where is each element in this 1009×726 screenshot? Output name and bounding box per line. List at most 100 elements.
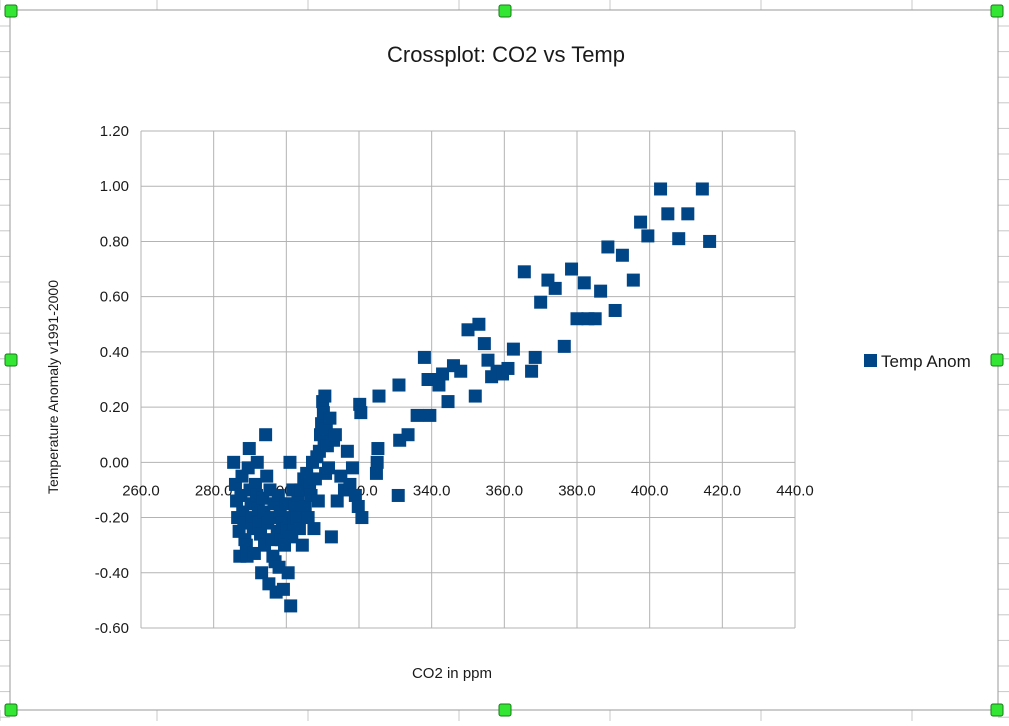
x-tick-label: 380.0 [558,482,596,499]
data-point [525,364,539,378]
data-point [318,389,332,403]
data-point [348,488,362,502]
data-point [548,281,562,295]
data-point [454,364,468,378]
data-point [369,466,383,480]
x-tick-label: 280.0 [195,482,233,499]
data-point [370,455,384,469]
y-tick-label: 1.20 [100,123,129,140]
data-point [292,522,306,536]
data-point [351,500,365,514]
data-point [468,389,482,403]
data-point [601,240,615,254]
data-point [301,511,315,525]
data-point [321,461,335,475]
data-point [391,488,405,502]
y-tick-label: -0.60 [95,620,129,637]
data-point [283,455,297,469]
data-point [641,229,655,243]
y-tick-label: -0.40 [95,565,129,582]
resize-handle[interactable] [990,353,1004,367]
data-point [227,455,241,469]
data-point [565,262,579,276]
resize-handle[interactable] [990,4,1004,18]
selection-handles[interactable] [4,4,1004,717]
chart-title: Crossplot: CO2 vs Temp [387,42,625,67]
data-point [557,339,571,353]
data-point [570,312,584,326]
data-point [250,455,264,469]
data-point [295,538,309,552]
data-point [247,546,261,560]
data-point [372,389,386,403]
data-point [323,411,337,425]
data-point [328,428,342,442]
data-point [371,442,385,456]
data-point [311,494,325,508]
data-point [417,350,431,364]
data-point [260,469,274,483]
data-point [577,276,591,290]
data-point [340,444,354,458]
y-tick-label: 0.20 [100,399,129,416]
resize-handle[interactable] [4,703,18,717]
x-tick-label: 400.0 [631,482,669,499]
x-tick-label: 260.0 [122,482,160,499]
resize-handle[interactable] [4,4,18,18]
resize-handle[interactable] [990,703,1004,717]
data-point [248,477,262,491]
data-point [324,530,338,544]
data-point [410,408,424,422]
data-point [594,284,608,298]
data-point [441,395,455,409]
series-temp-anom [227,182,717,613]
y-axis-label: Temperature Anomaly v1991-2000 [45,280,61,494]
data-point [355,511,369,525]
x-tick-label: 360.0 [486,482,524,499]
data-point [392,378,406,392]
data-point [288,500,302,514]
y-tick-label: 0.40 [100,344,129,361]
data-point [517,265,531,279]
data-point [281,566,295,580]
data-point [345,461,359,475]
y-tick-label: -0.20 [95,510,129,527]
data-point [276,582,290,596]
data-point [242,442,256,456]
x-axis-label: CO2 in ppm [412,665,492,682]
y-tick-label: 1.00 [100,178,129,195]
data-point [703,234,717,248]
legend-marker [864,354,877,367]
data-point [259,428,273,442]
data-point [330,494,344,508]
data-point [672,232,686,246]
data-point [481,353,495,367]
data-point [506,342,520,356]
x-tick-label: 420.0 [704,482,742,499]
resize-handle[interactable] [498,703,512,717]
data-point [307,522,321,536]
legend: Temp Anom [864,352,971,371]
data-point [626,273,640,287]
data-point [254,527,268,541]
data-point [343,477,357,491]
data-point [290,511,304,525]
data-point [661,207,675,221]
data-point [477,337,491,351]
y-tick-label: 0.80 [100,233,129,250]
x-tick-label: 440.0 [776,482,814,499]
data-point [308,472,322,486]
y-tick-label: 0.60 [100,289,129,306]
data-point [501,361,515,375]
data-point [528,350,542,364]
data-point [695,182,709,196]
legend-label: Temp Anom [881,352,971,371]
data-point [436,367,450,381]
resize-handle[interactable] [4,353,18,367]
data-point [461,323,475,337]
x-tick-label: 340.0 [413,482,451,499]
resize-handle[interactable] [498,4,512,18]
data-point [423,408,437,422]
